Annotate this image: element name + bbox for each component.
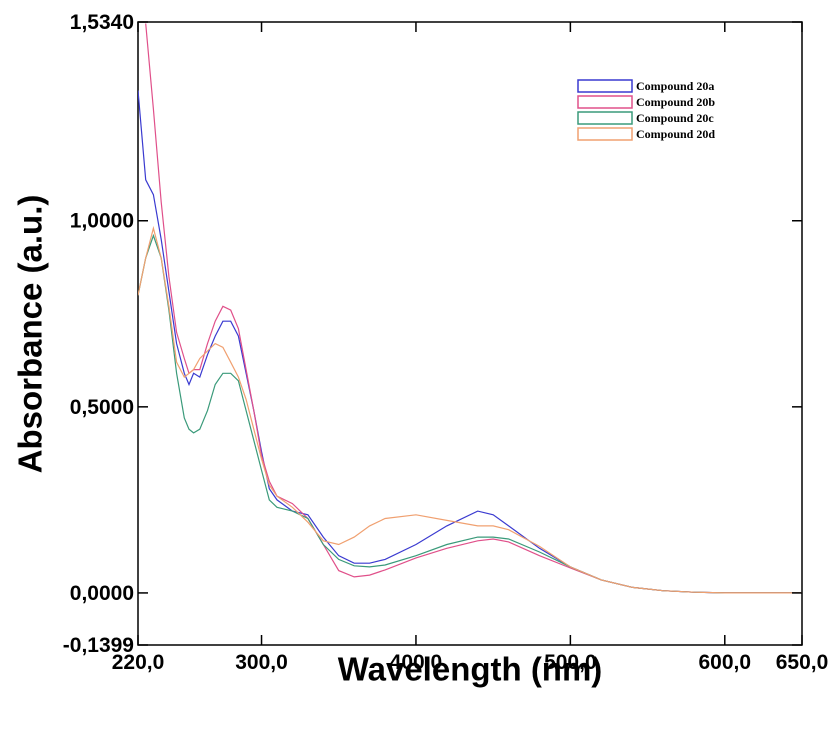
legend-swatch [577, 111, 633, 125]
x-tick-label: 400,0 [390, 651, 443, 674]
y-tick-label: -0,1399 [63, 634, 134, 657]
x-axis-title: Wavelength (nm) [338, 651, 603, 688]
x-tick-label: 300,0 [235, 651, 288, 674]
y-tick-label: 0,0000 [70, 582, 134, 605]
legend-label: Compound 20b [636, 95, 715, 109]
legend-label: Compound 20c [636, 111, 714, 125]
series-line [138, 90, 802, 594]
x-tick-label: 500,0 [544, 651, 597, 674]
y-tick-label: 1,5340 [70, 11, 134, 34]
legend-swatch [577, 95, 633, 109]
x-tick-label: 220,0 [112, 651, 165, 674]
legend-label: Compound 20a [636, 79, 714, 93]
y-axis-title: Absorbance (a.u.) [12, 195, 49, 474]
series-layer [138, 23, 802, 594]
x-tick-label: 600,0 [699, 651, 752, 674]
legend-label: Compound 20d [636, 127, 715, 141]
legend-swatch [577, 79, 633, 93]
legend-swatch [577, 127, 633, 141]
series-line [138, 233, 802, 594]
series-line [138, 225, 802, 594]
plot-frame [137, 21, 803, 646]
x-tick-label: 650,0 [776, 651, 829, 674]
y-tick-label: 0,5000 [70, 396, 134, 419]
y-tick-label: 1,0000 [70, 210, 134, 233]
